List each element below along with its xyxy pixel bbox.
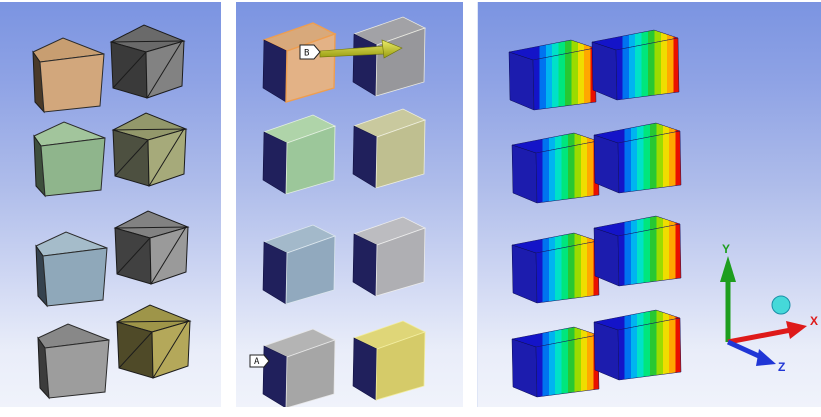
cube-front-face (39, 53, 105, 113)
cube-front-face (285, 339, 336, 407)
cube-r1-right[interactable] (352, 16, 427, 97)
contour-side-face (591, 41, 618, 101)
contour-cube-r2-right[interactable] (593, 122, 682, 194)
contour-front-face (617, 317, 682, 381)
selection-canvas: B (249, 16, 427, 407)
annotation-tag-a (249, 354, 270, 368)
cube-side-face (262, 131, 288, 195)
support-annotation-a[interactable]: A (249, 354, 270, 368)
contour-cube-r4-left[interactable] (511, 326, 600, 398)
contour-side-face (511, 144, 538, 204)
cube-r2-left[interactable] (33, 121, 106, 198)
geometry-viewport[interactable] (0, 2, 221, 407)
cube-front-face (42, 247, 108, 307)
cube-r4-right[interactable] (115, 304, 192, 379)
triad[interactable]: Y X Z (720, 242, 818, 374)
cube-side-face (352, 125, 378, 189)
mesh-lines (114, 226, 189, 285)
z-axis-label: Z (778, 360, 785, 374)
contour-cube-r4-right[interactable] (593, 309, 682, 381)
x-axis[interactable] (727, 327, 792, 345)
cube-front-face (375, 119, 426, 189)
contour-cube-r1-right[interactable] (591, 29, 680, 101)
contour-front-face (532, 47, 597, 111)
cube-r1-left-selected[interactable] (262, 22, 337, 103)
annotation-tag-b-label: B (304, 49, 309, 59)
cube-r2-right[interactable] (111, 112, 188, 187)
x-axis-arrowhead (786, 321, 807, 339)
cube-r2-left[interactable] (262, 114, 337, 195)
mesh-lines (112, 128, 187, 187)
contour-cube-r3-left[interactable] (511, 232, 600, 304)
cube-front-face (375, 331, 426, 401)
cube-r4-right[interactable] (352, 320, 427, 401)
cube-side-face (352, 33, 378, 97)
y-axis-label: Y (722, 242, 730, 256)
contour-cube-r2-left[interactable] (511, 132, 600, 204)
cube-r4-left[interactable] (37, 323, 110, 400)
cube-side-face (352, 233, 378, 297)
z-axis[interactable] (726, 339, 763, 360)
cube-r3-left[interactable] (35, 231, 108, 308)
isometric-ball[interactable] (771, 295, 791, 315)
cube-front-face (285, 125, 336, 195)
geometry-canvas (32, 24, 192, 400)
annotation-tag-a-label: A (254, 357, 260, 367)
contour-side-face (593, 134, 620, 194)
z-axis-arrowhead (756, 349, 776, 366)
contour-front-face (617, 223, 682, 287)
solution-contour-viewport[interactable]: Y X Z (477, 2, 821, 407)
cube-r3-right[interactable] (113, 210, 190, 285)
mesh-lines (116, 320, 191, 379)
contour-side-face (511, 244, 538, 304)
contour-cube-r1-left[interactable] (508, 39, 597, 111)
cube-r3-left[interactable] (262, 224, 337, 305)
mesh-lines (110, 40, 185, 99)
x-axis-label: X (810, 314, 818, 328)
load-annotation-b[interactable]: B (299, 39, 403, 60)
contour-front-face (535, 334, 600, 398)
cube-r4-left[interactable] (262, 328, 337, 407)
contour-front-face (617, 130, 682, 194)
contour-side-face (508, 51, 535, 111)
cube-r1-right[interactable] (109, 24, 186, 99)
cube-side-face (262, 39, 288, 103)
cube-side-face (262, 241, 288, 305)
contour-side-face (593, 321, 620, 381)
cube-front-face (44, 339, 110, 399)
results-canvas: Y X Z (508, 29, 818, 398)
load-arrow-head (381, 39, 403, 59)
cube-front-face (285, 235, 336, 305)
cube-r1-left[interactable] (32, 37, 105, 114)
cube-r3-right[interactable] (352, 216, 427, 297)
annotation-tag-b (299, 44, 321, 60)
contour-side-face (593, 227, 620, 287)
contour-side-face (511, 338, 538, 398)
cube-side-face (262, 345, 288, 407)
contour-front-face (615, 37, 680, 101)
y-axis-arrowhead (720, 256, 736, 282)
contour-cube-r3-right[interactable] (593, 215, 682, 287)
named-selection-viewport[interactable]: B (236, 2, 463, 407)
cube-side-face (352, 337, 378, 401)
contour-front-face (535, 140, 600, 204)
cube-front-face (375, 227, 426, 297)
contour-front-face (535, 240, 600, 304)
cube-r2-right[interactable] (352, 108, 427, 189)
cube-front-face (40, 137, 106, 197)
